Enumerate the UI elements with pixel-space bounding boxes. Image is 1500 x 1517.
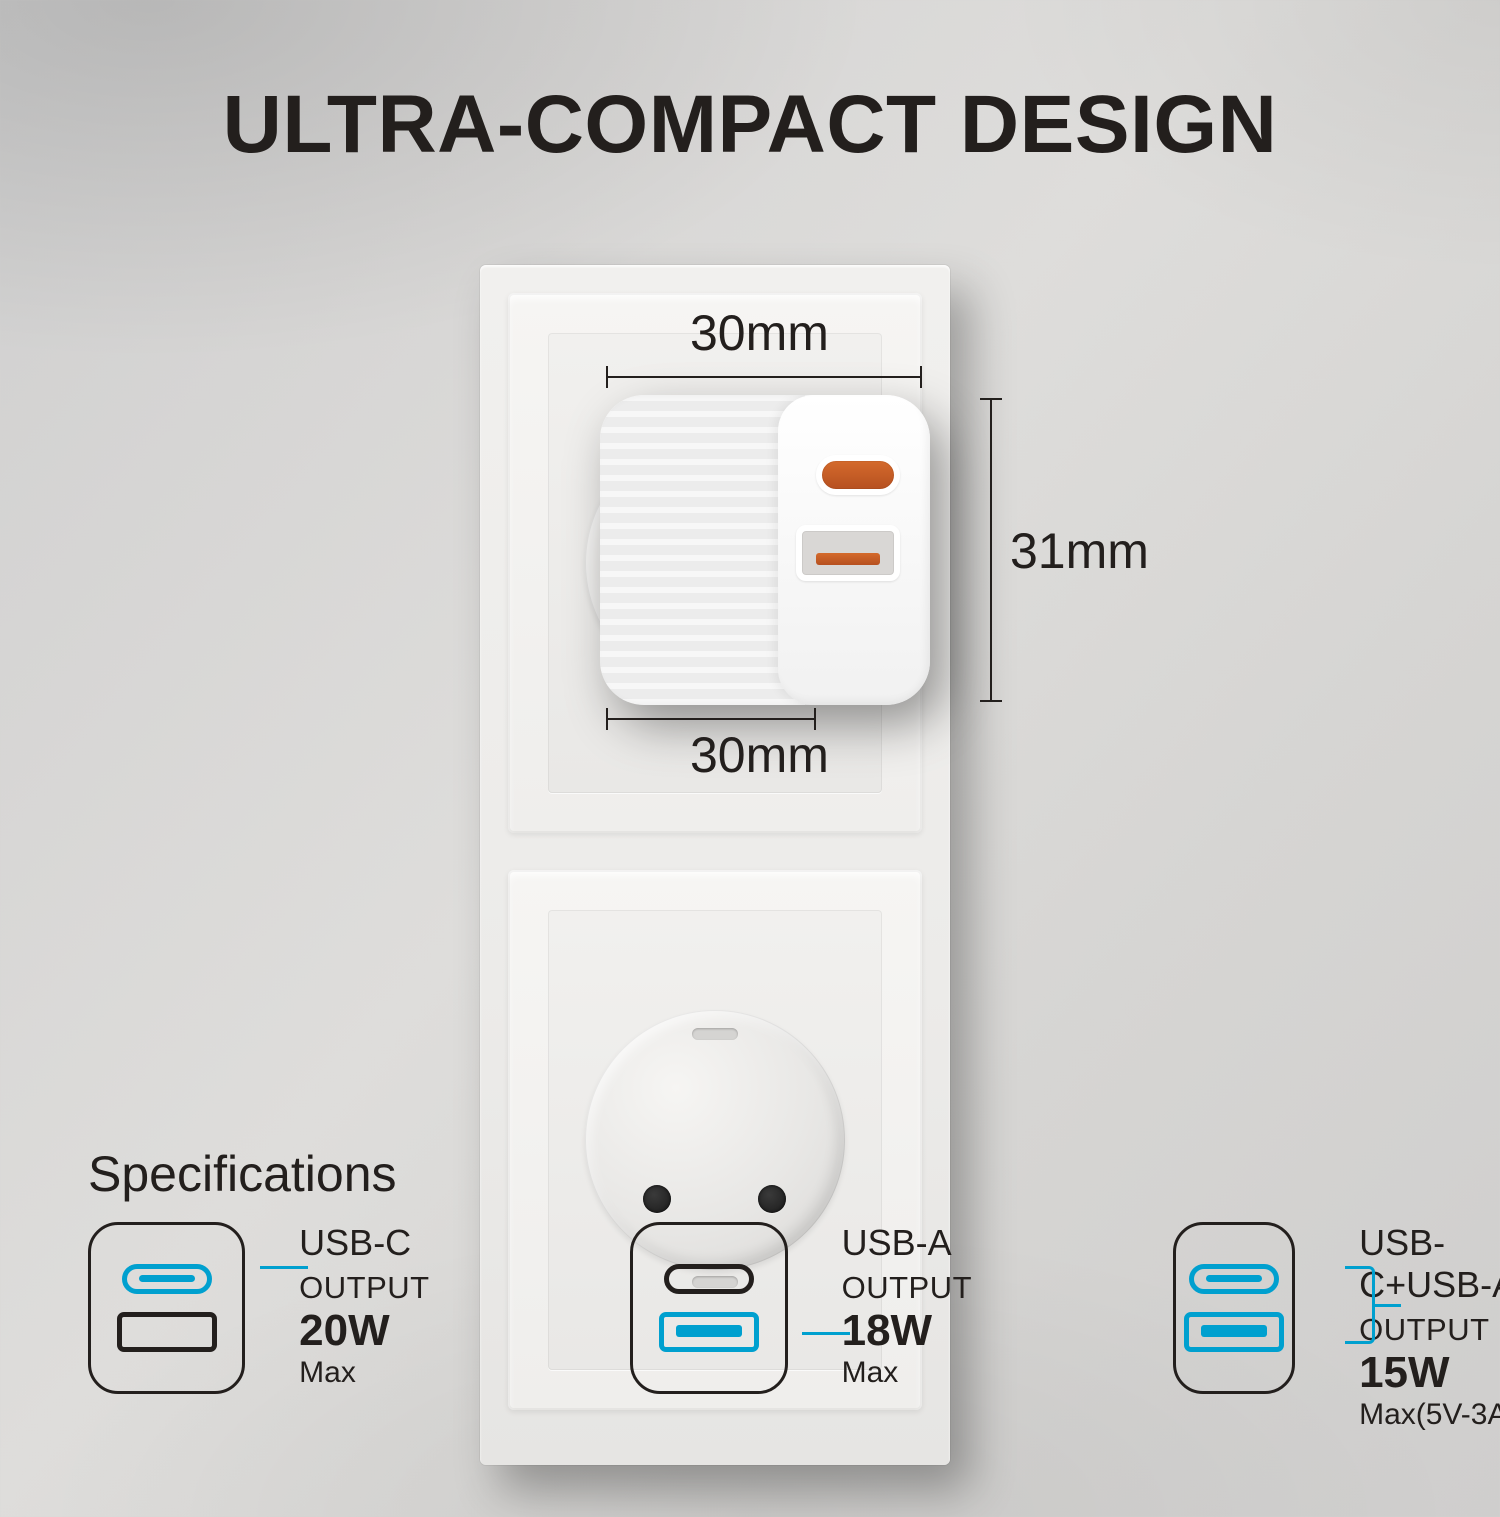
socket-pinhole-right — [758, 1185, 786, 1213]
spec-icon — [1173, 1222, 1295, 1394]
charger-body — [600, 395, 930, 705]
spec-max: Max(5V-3A) — [1359, 1398, 1500, 1431]
socket-ground-notch-top — [692, 1028, 738, 1040]
dimension-depth-label: 30mm — [690, 726, 829, 784]
spec-output-label: OUTPUT — [842, 1270, 987, 1306]
spec-usb-a: USB-A OUTPUT 18W Max — [630, 1222, 986, 1432]
specs-heading: Specifications — [88, 1145, 397, 1203]
dimension-width-line — [606, 376, 922, 378]
spec-output-label: OUTPUT — [1359, 1312, 1500, 1348]
charger-ribbed-side — [600, 395, 805, 705]
charger-face — [778, 395, 930, 705]
dimension-depth-tick-l — [606, 708, 608, 730]
dimension-height-line — [990, 398, 992, 702]
spec-port-name: USB-C — [299, 1222, 444, 1264]
spec-watts: 18W — [842, 1306, 932, 1355]
charger-usb-c-port-icon — [816, 455, 900, 495]
spec-usb-c-plus-a: USB-C+USB-A OUTPUT 15W Max(5V-3A) — [1173, 1222, 1500, 1432]
specs-row: USB-C OUTPUT 20W Max USB-A OUTPUT 18W Ma… — [88, 1222, 1500, 1432]
spec-max: Max — [842, 1356, 899, 1389]
callout-line — [802, 1332, 850, 1335]
usb-c-port-icon — [664, 1264, 754, 1294]
dimension-width-label: 30mm — [690, 304, 829, 362]
socket-pinhole-left — [643, 1185, 671, 1213]
charger-usb-a-port-icon — [796, 525, 900, 581]
page-title: ULTRA-COMPACT DESIGN — [0, 78, 1500, 172]
spec-output-label: OUTPUT — [299, 1270, 444, 1306]
spec-icon — [630, 1222, 787, 1394]
callout-line — [1375, 1304, 1401, 1307]
dimension-height-tick-b — [980, 700, 1002, 702]
usb-c-port-icon — [122, 1264, 212, 1294]
charger — [600, 395, 930, 705]
spec-port-name: USB-C+USB-A — [1359, 1222, 1500, 1306]
usb-a-port-icon — [117, 1312, 217, 1352]
spec-port-name: USB-A — [842, 1222, 987, 1264]
dimension-width-tick-l — [606, 366, 608, 388]
callout-bracket — [1345, 1266, 1375, 1344]
dimension-depth-line — [606, 718, 816, 720]
spec-watts: 20W — [299, 1306, 389, 1355]
usb-c-port-icon — [1189, 1264, 1279, 1294]
spec-icon — [88, 1222, 245, 1394]
usb-a-port-icon — [1184, 1312, 1284, 1352]
spec-watts: 15W — [1359, 1348, 1449, 1397]
dimension-depth-tick-r — [814, 708, 816, 730]
spec-usb-c: USB-C OUTPUT 20W Max — [88, 1222, 444, 1432]
dimension-height-label: 31mm — [1010, 522, 1149, 580]
usb-a-port-icon — [659, 1312, 759, 1352]
callout-line — [260, 1266, 308, 1269]
dimension-width-tick-r — [920, 366, 922, 388]
spec-max: Max — [299, 1356, 356, 1389]
dimension-height-tick-t — [980, 398, 1002, 400]
